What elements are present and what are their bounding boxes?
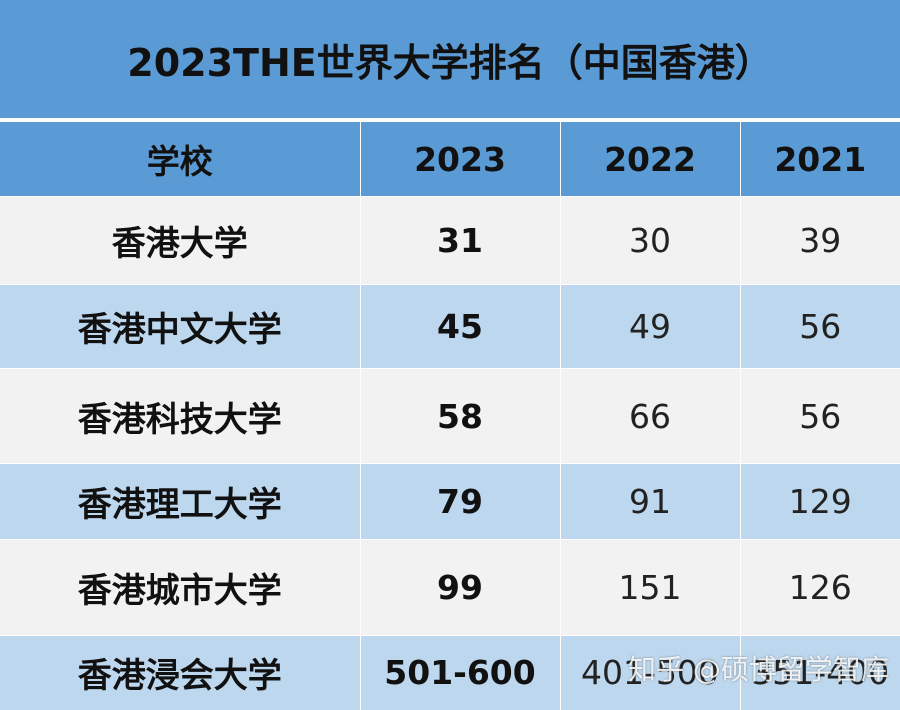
rank-2023: 58 <box>360 368 561 464</box>
rank-2021: 56 <box>740 284 900 369</box>
header-2022: 2022 <box>560 122 741 197</box>
school-name: 香港浸会大学 <box>0 635 361 710</box>
table-row: 香港浸会大学 501-600 401-500 351-400 <box>0 635 900 710</box>
table-row: 香港城市大学 99 151 126 <box>0 539 900 636</box>
rank-2021: 129 <box>740 463 900 540</box>
rank-2022: 49 <box>560 284 741 369</box>
table-title: 2023THE世界大学排名（中国香港） <box>0 0 900 120</box>
rank-2022: 66 <box>560 368 741 464</box>
rank-2023: 99 <box>360 539 561 636</box>
rank-2023: 31 <box>360 196 561 285</box>
table-row: 香港理工大学 79 91 129 <box>0 463 900 540</box>
rank-2022: 91 <box>560 463 741 540</box>
rank-2021: 351-400 <box>740 635 900 710</box>
rank-2021: 56 <box>740 368 900 464</box>
table-row: 香港科技大学 58 66 56 <box>0 368 900 464</box>
rank-2022: 30 <box>560 196 741 285</box>
school-name: 香港理工大学 <box>0 463 361 540</box>
rank-2021: 126 <box>740 539 900 636</box>
rank-2023: 501-600 <box>360 635 561 710</box>
table-row: 香港中文大学 45 49 56 <box>0 284 900 369</box>
header-2023: 2023 <box>360 122 561 197</box>
header-2021: 2021 <box>740 122 900 197</box>
header-row: 学校 2023 2022 2021 <box>0 122 900 197</box>
table-row: 香港大学 31 30 39 <box>0 196 900 285</box>
school-name: 香港城市大学 <box>0 539 361 636</box>
rank-2022: 401-500 <box>560 635 741 710</box>
school-name: 香港中文大学 <box>0 284 361 369</box>
school-name: 香港科技大学 <box>0 368 361 464</box>
watermark-text: 知乎 @硕博留学智库 <box>628 653 889 686</box>
rank-2021: 39 <box>740 196 900 285</box>
ranking-table: 学校 2023 2022 2021 香港大学 31 30 39 香港中文大学 4… <box>0 122 900 710</box>
header-school: 学校 <box>0 122 361 197</box>
rank-2022: 151 <box>560 539 741 636</box>
rank-2023: 79 <box>360 463 561 540</box>
school-name: 香港大学 <box>0 196 361 285</box>
rank-2023: 45 <box>360 284 561 369</box>
